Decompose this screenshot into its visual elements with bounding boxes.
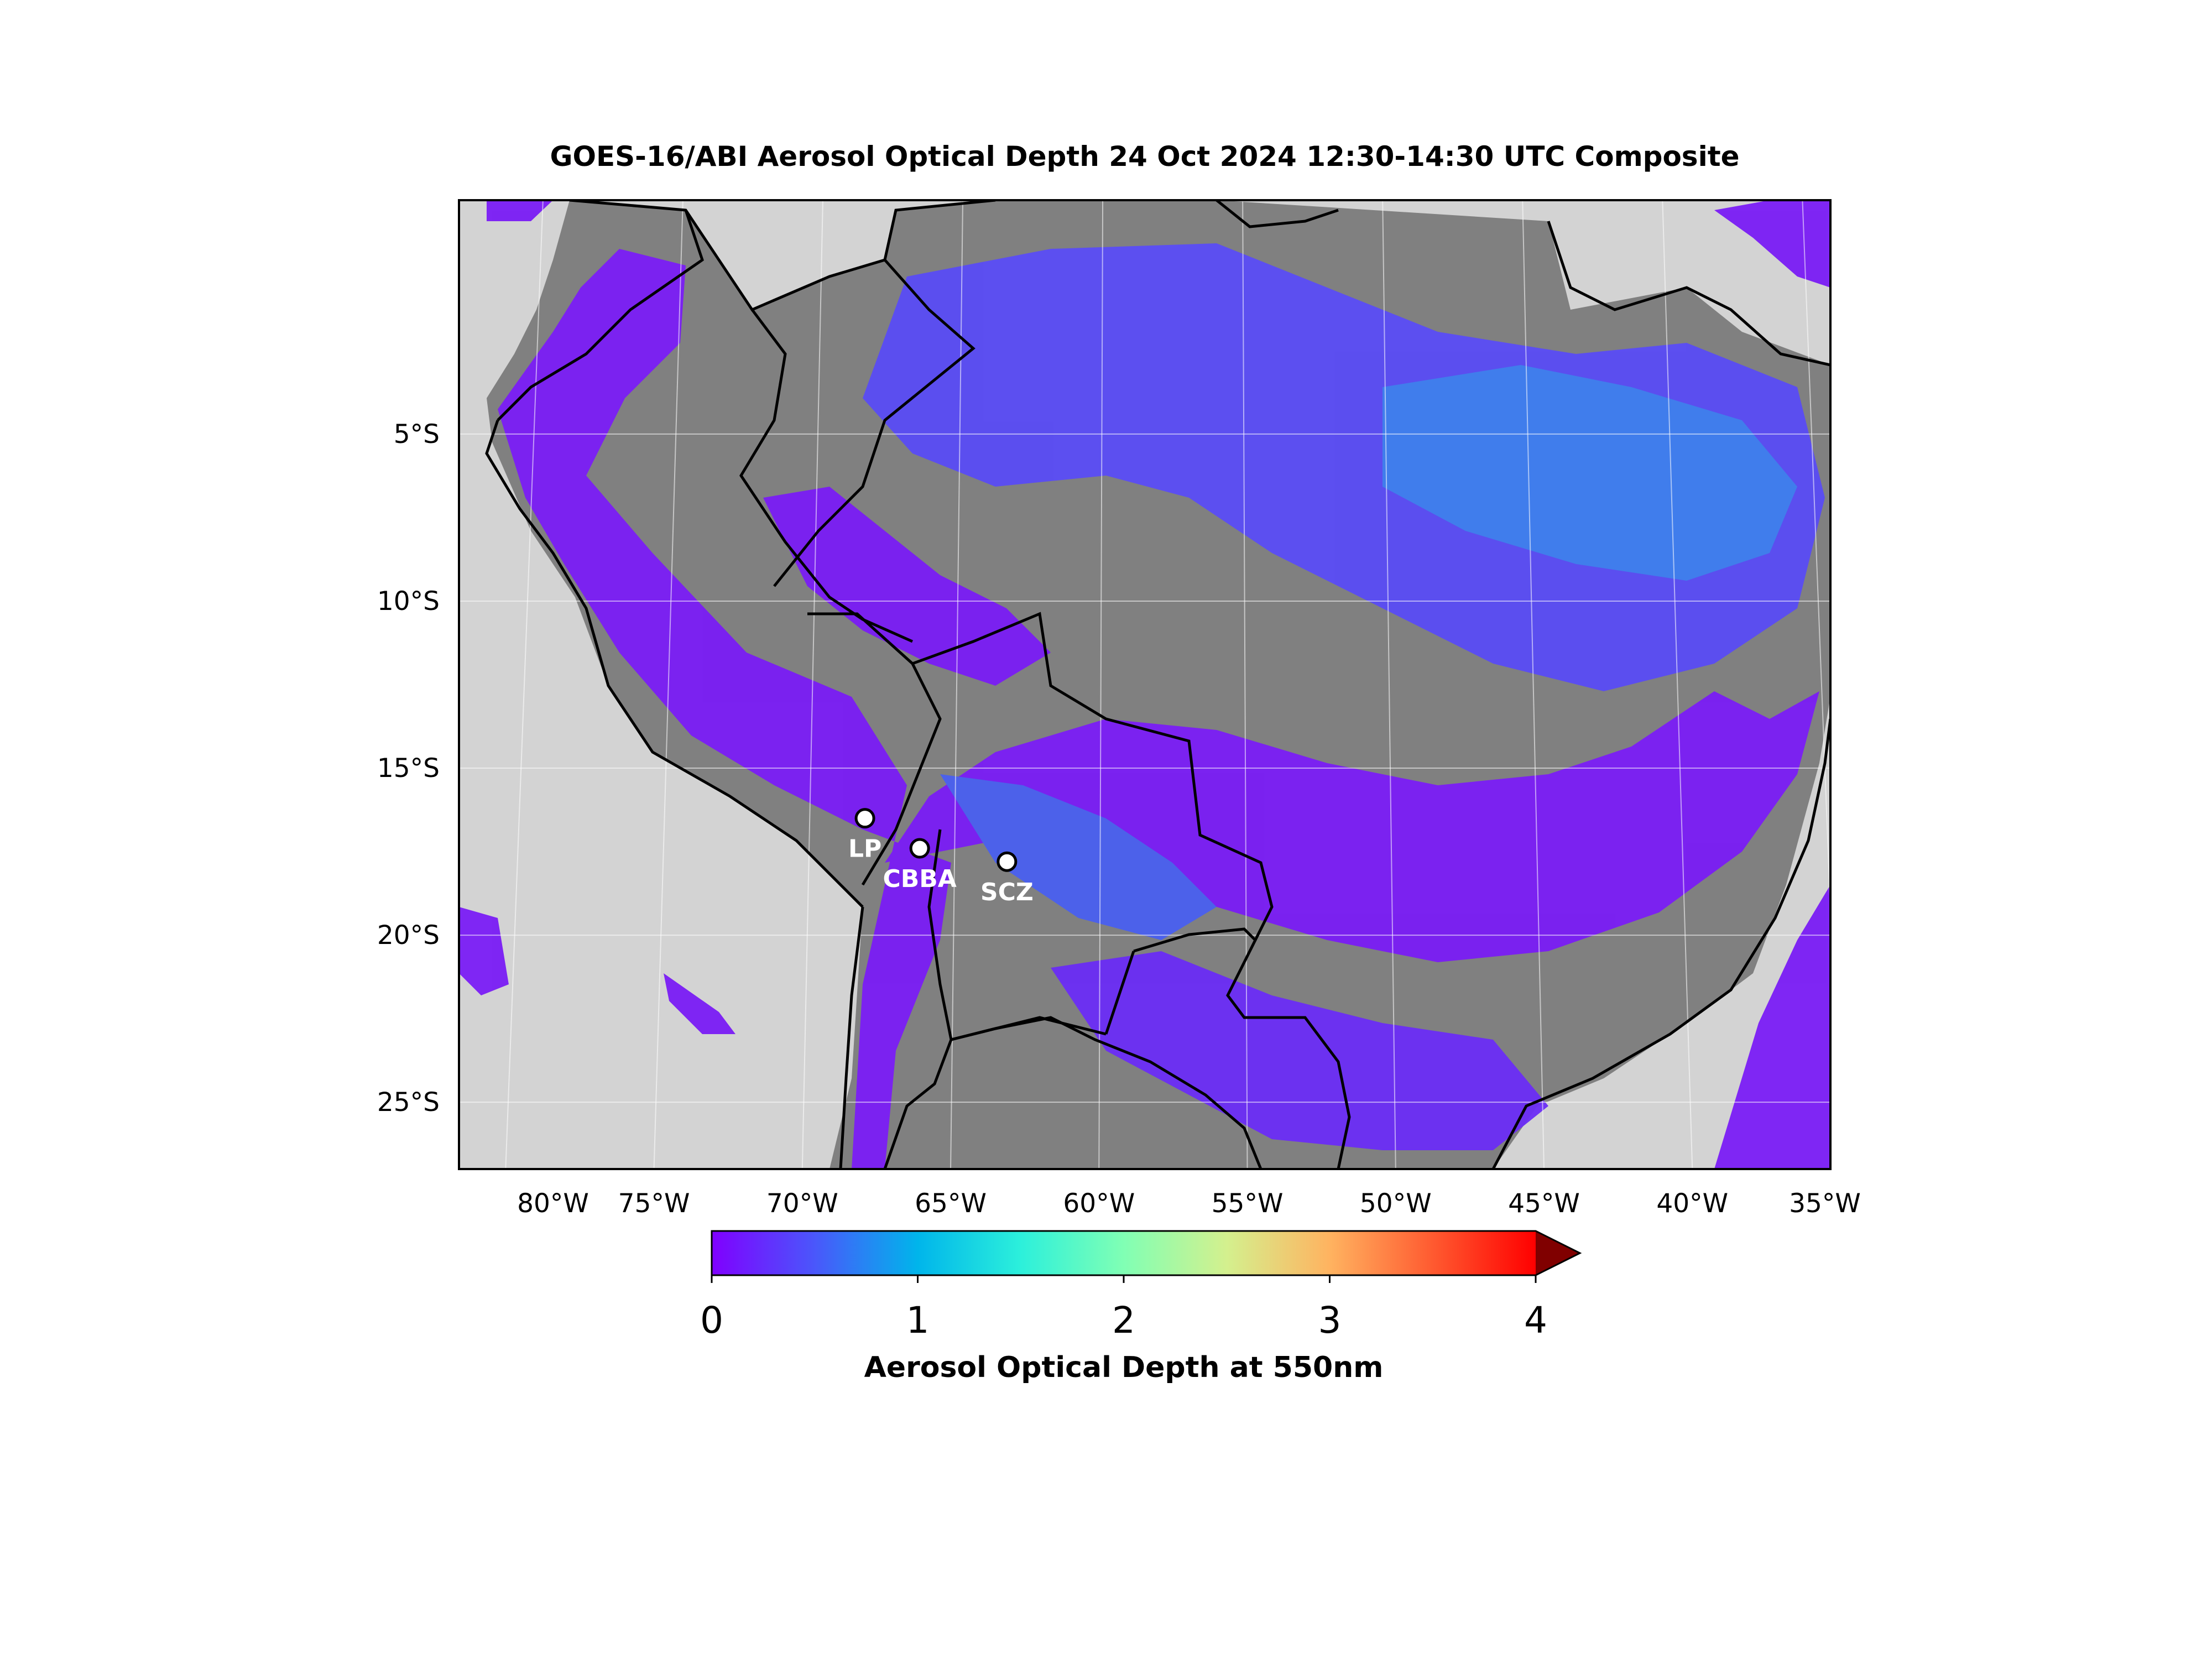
city-label-lp: LP xyxy=(848,835,881,863)
colorbar-label: Aerosol Optical Depth at 550nm xyxy=(864,1351,1384,1384)
meridian-line xyxy=(1522,200,1545,1169)
longitude-tick-label: 55°W xyxy=(1212,1188,1284,1219)
colorbar-tick-label: 4 xyxy=(1524,1299,1547,1342)
longitude-tick-label: 70°W xyxy=(766,1188,838,1219)
latitude-tick-label: 15°S xyxy=(377,753,440,784)
meridian-line xyxy=(1242,200,1248,1169)
city-marker-lp xyxy=(854,808,875,829)
meridian-line xyxy=(653,200,684,1169)
aod-field xyxy=(459,200,1830,1169)
colorbar-outline xyxy=(711,1230,1582,1276)
longitude-tick-label: 60°W xyxy=(1063,1188,1135,1219)
city-label-cbba: CBBA xyxy=(883,865,956,893)
city-marker-scz xyxy=(997,851,1018,872)
meridian-line xyxy=(1662,200,1693,1169)
meridian-line xyxy=(1098,200,1104,1169)
colorbar-ticks: 0 1 2 3 4 xyxy=(700,1275,1547,1342)
meridian-line xyxy=(950,200,964,1169)
chart-title: GOES-16/ABI Aerosol Optical Depth 24 Oct… xyxy=(550,140,1739,173)
longitude-tick-label: 35°W xyxy=(1789,1188,1861,1219)
longitude-tick-label: 65°W xyxy=(915,1188,987,1219)
latitude-tick-label: 10°S xyxy=(377,586,440,617)
longitude-tick-label: 80°W xyxy=(517,1188,589,1219)
colorbar-extend-arrow xyxy=(1536,1231,1580,1275)
longitude-tick-label: 75°W xyxy=(618,1188,690,1219)
latitude-tick-label: 20°S xyxy=(377,920,440,951)
meridian-line xyxy=(1382,200,1396,1169)
colorbar: 0 1 2 3 4 Aerosol Optical Depth at 550nm xyxy=(700,1230,1582,1384)
colorbar-tick-label: 2 xyxy=(1112,1299,1135,1342)
latitude-tick-label: 5°S xyxy=(394,419,440,450)
colorbar-tick-label: 1 xyxy=(906,1299,930,1342)
longitude-tick-label: 45°W xyxy=(1508,1188,1580,1219)
latitude-tick-labels: 5°S 10°S 15°S 20°S 25°S xyxy=(377,419,440,1118)
longitude-tick-label: 40°W xyxy=(1656,1188,1728,1219)
meridian-line xyxy=(1802,200,1830,924)
country-borders xyxy=(485,200,1830,1169)
city-label-scz: SCZ xyxy=(980,878,1034,906)
longitude-tick-labels: 80°W 75°W 70°W 65°W 60°W 55°W 50°W 45°W 40°W 35°W xyxy=(517,1188,1861,1219)
colorbar-tick-label: 3 xyxy=(1318,1299,1342,1342)
map-frame xyxy=(458,199,1832,1170)
longitude-tick-label: 50°W xyxy=(1360,1188,1432,1219)
meridian-line xyxy=(801,200,823,1169)
city-marker-cbba xyxy=(909,838,930,859)
meridian-line xyxy=(505,200,544,1169)
colorbar-tick-label: 0 xyxy=(700,1299,723,1342)
graticule xyxy=(459,200,1830,1169)
latitude-tick-label: 25°S xyxy=(377,1087,440,1118)
colorbar-gradient xyxy=(712,1231,1536,1275)
